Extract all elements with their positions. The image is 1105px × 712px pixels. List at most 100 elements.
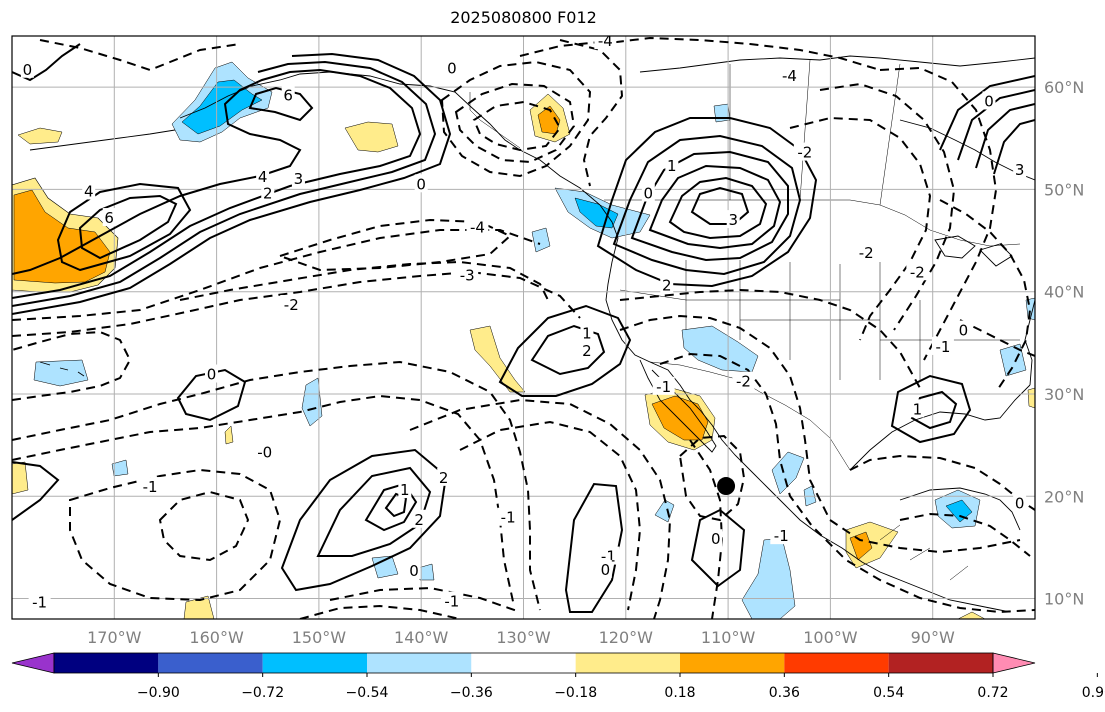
colorbar-tick-label: 0.36 [769, 685, 800, 701]
contour-label-background [956, 320, 970, 339]
contour-label: 0 [984, 92, 994, 110]
colorbar-tick-label: 0.90 [1082, 685, 1105, 701]
contour-label: 0 [1015, 494, 1025, 512]
contour-label: -3 [460, 266, 475, 284]
contour-label: -1 [935, 338, 950, 356]
contour-label-background [855, 242, 878, 261]
contour-lines [12, 43, 1035, 613]
contour-gulf-high-inner [910, 390, 958, 430]
contour-neg-gulf-alaska-2 [454, 82, 576, 164]
contour-label-background [660, 275, 674, 294]
contour-aleutian-high-1 [12, 68, 422, 299]
contour-label: 3 [728, 211, 738, 229]
contour-neg-canada-1 [599, 36, 881, 71]
contour-label-background [466, 217, 489, 236]
contour-label-background [281, 85, 295, 104]
colorbar-segment [888, 653, 993, 673]
contour-neg-subtropic-3 [69, 468, 282, 602]
contour-hudson-high-1 [939, 75, 1035, 151]
contour-label-background [732, 371, 755, 390]
contour-neg-us-4 [879, 66, 998, 361]
colorbar-segment [367, 653, 472, 673]
contour-aleutian-high-3 [12, 52, 452, 315]
positive-anomaly-west-edge [12, 461, 29, 495]
longitude-tick-label: 120°W [599, 628, 654, 647]
contour-label: 1 [400, 481, 410, 499]
contour-neg-pacific-center-1 [409, 398, 672, 619]
contour-label: -1 [774, 527, 789, 545]
colorbar-tick-label: 0.72 [977, 685, 1008, 701]
contour-label: 6 [283, 86, 293, 104]
longitude-tick-label: 130°W [496, 628, 551, 647]
contour-label: -1 [32, 594, 47, 612]
colorbar-extend-high [992, 652, 1036, 674]
contour-label: 2 [414, 511, 424, 529]
longitude-tick-label: 140°W [394, 628, 449, 647]
contour-label: 0 [23, 61, 33, 79]
alaska-canada-border [469, 92, 521, 149]
colorbar-tick-label: −0.90 [137, 685, 180, 701]
contour-west-high-inner [78, 194, 178, 260]
contour-label-background [412, 509, 426, 528]
longitude-tick-label: 110°W [701, 628, 756, 647]
positive-anomaly-panhandle-inner [537, 105, 561, 135]
contour-label-background [256, 167, 270, 186]
colorbar: −0.90 −0.72 −0.54 −0.36 −0.18 0.18 0.36 0.54 0.7… [11, 652, 1105, 701]
colorbar-segment [575, 653, 680, 673]
us-state-lines [619, 260, 1020, 380]
contour-east-pacific-high-1 [564, 482, 624, 613]
positive-anomaly-west-pacific-inner [13, 189, 111, 284]
contour-label: -2 [736, 373, 751, 391]
hawaii-islands [39, 361, 85, 377]
contour-label-background [280, 294, 303, 313]
latitude-tick-label: 60°N [1044, 78, 1084, 97]
contour-neg-gulf-alaska-3 [472, 100, 562, 152]
contour-neg-canada-2 [519, 41, 601, 57]
us-mexico-border [649, 361, 851, 471]
location-marker [717, 477, 736, 496]
contour-hudson-high-3 [975, 103, 1035, 169]
contour-label-background [793, 142, 816, 161]
contour-neg-us-2 [789, 116, 932, 341]
contour-label-background [437, 467, 451, 486]
contour-aleutian-center [248, 86, 314, 122]
contour-label-background [1013, 159, 1027, 178]
contour-label: -2 [910, 263, 925, 281]
negative-anomaly-offshore-small [531, 227, 551, 253]
contour-neg-4-inner [276, 218, 512, 272]
contour-label: 6 [104, 209, 114, 227]
colorbar-segment [54, 653, 159, 673]
contour-california-high-inner [530, 324, 606, 376]
positive-anomaly-central-america-inner [849, 531, 873, 561]
contour-label: 0 [416, 175, 426, 193]
negative-anomaly-hawaii [33, 359, 89, 387]
map-frame [11, 35, 1036, 620]
colorbar-tick-label: 0.18 [664, 685, 695, 701]
longitude-tick-label: 90°W [911, 628, 955, 647]
contour-label: 1 [913, 400, 923, 418]
contour-label-background [665, 155, 679, 174]
contour-label: 3 [294, 170, 304, 188]
contour-label-background [414, 174, 428, 193]
latitude-axis-labels: 60°N 50°N 40°N 30°N 20°N 10°N [1044, 78, 1084, 608]
contour-label: -0 [257, 443, 272, 461]
contour-label: 1 [667, 157, 677, 175]
contour-neg-north-pacific-top [39, 39, 241, 72]
contour-subtropical-high-west [176, 368, 247, 422]
contour-neg-east-pac-1 [689, 439, 724, 619]
positive-anomaly-california-coast [469, 325, 526, 393]
contour-label-background [20, 59, 34, 78]
contour-label: 0 [409, 562, 419, 580]
contour-neg-mexico-1 [619, 314, 1021, 554]
contour-label-background [641, 183, 655, 202]
contour-label: -2 [859, 244, 874, 262]
contour-label-background [910, 399, 924, 418]
contour-west-high-mid [56, 182, 192, 272]
contour-ridge-5 [668, 176, 768, 240]
contour-neg-caribbean [899, 512, 1031, 557]
contour-label-background [652, 376, 675, 395]
contour-ridge-3 [630, 150, 789, 262]
us-canada-border [604, 199, 1021, 247]
contour-label: -1 [444, 593, 459, 611]
latitude-tick-label: 30°N [1044, 385, 1084, 404]
